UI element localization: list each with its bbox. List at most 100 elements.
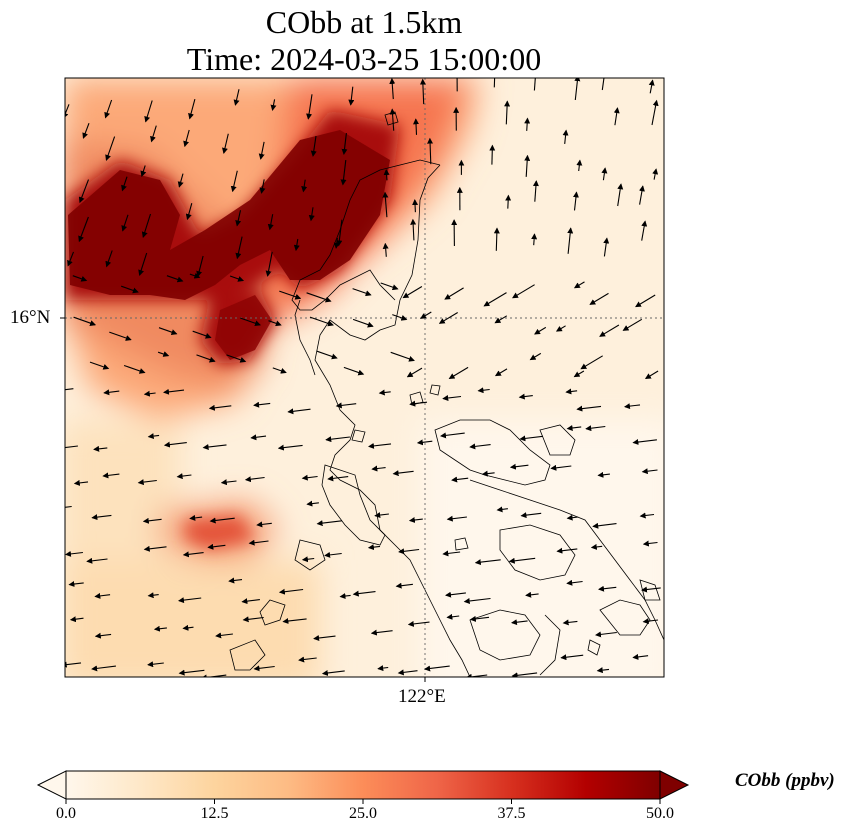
wind-arrow [226,354,247,363]
wind-arrow [208,404,232,411]
wind-arrow [105,136,116,161]
lat-tick-label: 16°N [10,307,51,328]
wind-arrow [182,624,194,631]
wind-arrow [324,551,342,558]
wind-arrow [82,123,90,139]
wind-arrow [505,194,512,209]
wind-arrow [301,474,318,481]
wind-arrow [138,252,148,277]
wind-arrow [389,78,396,100]
wind-arrow [446,613,460,620]
wind-arrow [94,632,112,639]
wind-arrow [642,540,658,547]
wind-arrow [410,218,417,241]
wind-arrow [448,366,469,380]
wind-arrow [163,388,185,395]
wind-arrow [270,99,277,111]
wind-arrow [398,548,420,555]
wind-arrow [573,370,585,378]
wind-arrow [389,108,396,131]
wind-arrow [333,237,340,249]
wind-arrow [374,512,389,519]
wind-arrow [86,557,108,564]
wind-arrow [477,387,490,394]
wind-arrow [141,213,152,238]
wind-arrow [178,669,205,676]
wind-arrow [144,100,153,123]
wind-arrow [632,653,649,660]
wind-arrow [109,331,132,341]
wind-arrow [196,255,204,278]
wind-arrow [343,366,365,376]
wind-arrow [622,318,643,331]
lon-tick-label: 122°E [398,686,446,707]
wind-arrow [121,176,128,192]
wind-arrow [617,183,624,207]
wind-arrow [390,351,415,362]
map-frame [64,77,665,678]
wind-arrow [65,388,74,391]
wind-arrow [371,465,386,472]
wind-arrow [392,314,408,321]
wind-arrow [529,352,542,361]
wind-arrow [595,631,617,638]
wind-arrow [278,588,304,595]
wind-arrow [427,137,434,165]
wind-arrow [65,104,70,119]
wind-arrow [163,441,187,448]
wind-arrow [408,517,423,524]
wind-arrow [177,173,184,188]
wind-arrow [189,272,201,279]
wind-arrow [613,107,620,126]
wind-arrow [158,327,178,335]
wind-arrow [531,233,538,246]
colorbar-gradient [65,770,661,800]
wind-arrow [121,285,139,294]
wind-arrow [639,512,655,519]
wind-arrow [196,354,216,363]
wind-arrow [638,185,645,205]
wind-arrow [153,625,167,632]
wind-arrow [348,86,355,106]
colorbar-tick-label: 50.0 [646,805,674,822]
wind-arrow [207,543,226,550]
wind-arrow [383,169,390,181]
wind-arrow [147,592,159,599]
wind-arrow [465,673,488,677]
wind-arrow [562,129,569,144]
wind-arrow [589,292,609,305]
wind-arrow [382,191,389,218]
wind-arrow [240,317,261,327]
wind-arrow [220,479,237,486]
wind-arrow [265,251,273,277]
wind-arrow [440,432,465,439]
wind-arrow [325,436,350,443]
wind-arrow [567,227,574,254]
wind-arrow [352,288,372,297]
wind-arrow [253,401,271,408]
wind-arrow [69,616,84,623]
wind-arrow [406,367,423,378]
wind-arrow [489,144,496,165]
wind-arrow [592,522,617,529]
colorbar-label: CObb (ppbv) [735,770,835,791]
wind-arrow [566,514,579,521]
wind-arrow [524,117,531,131]
wind-arrow [123,364,146,374]
wind-arrow [301,179,308,193]
wind-arrow [641,220,648,241]
wind-arrow [313,635,336,641]
wind-arrow [494,315,508,324]
wind-arrow [233,89,240,106]
colorbar-tick-label: 25.0 [349,805,377,822]
wind-arrow [157,351,170,357]
wind-arrow [496,506,508,513]
wind-arrow [601,78,605,91]
wind-arrow [442,395,462,401]
wind-arrow [651,99,659,126]
wind-arrow [327,475,349,482]
wind-arrow [147,661,164,668]
wind-arrow [235,210,242,227]
wind-arrow [316,520,342,527]
